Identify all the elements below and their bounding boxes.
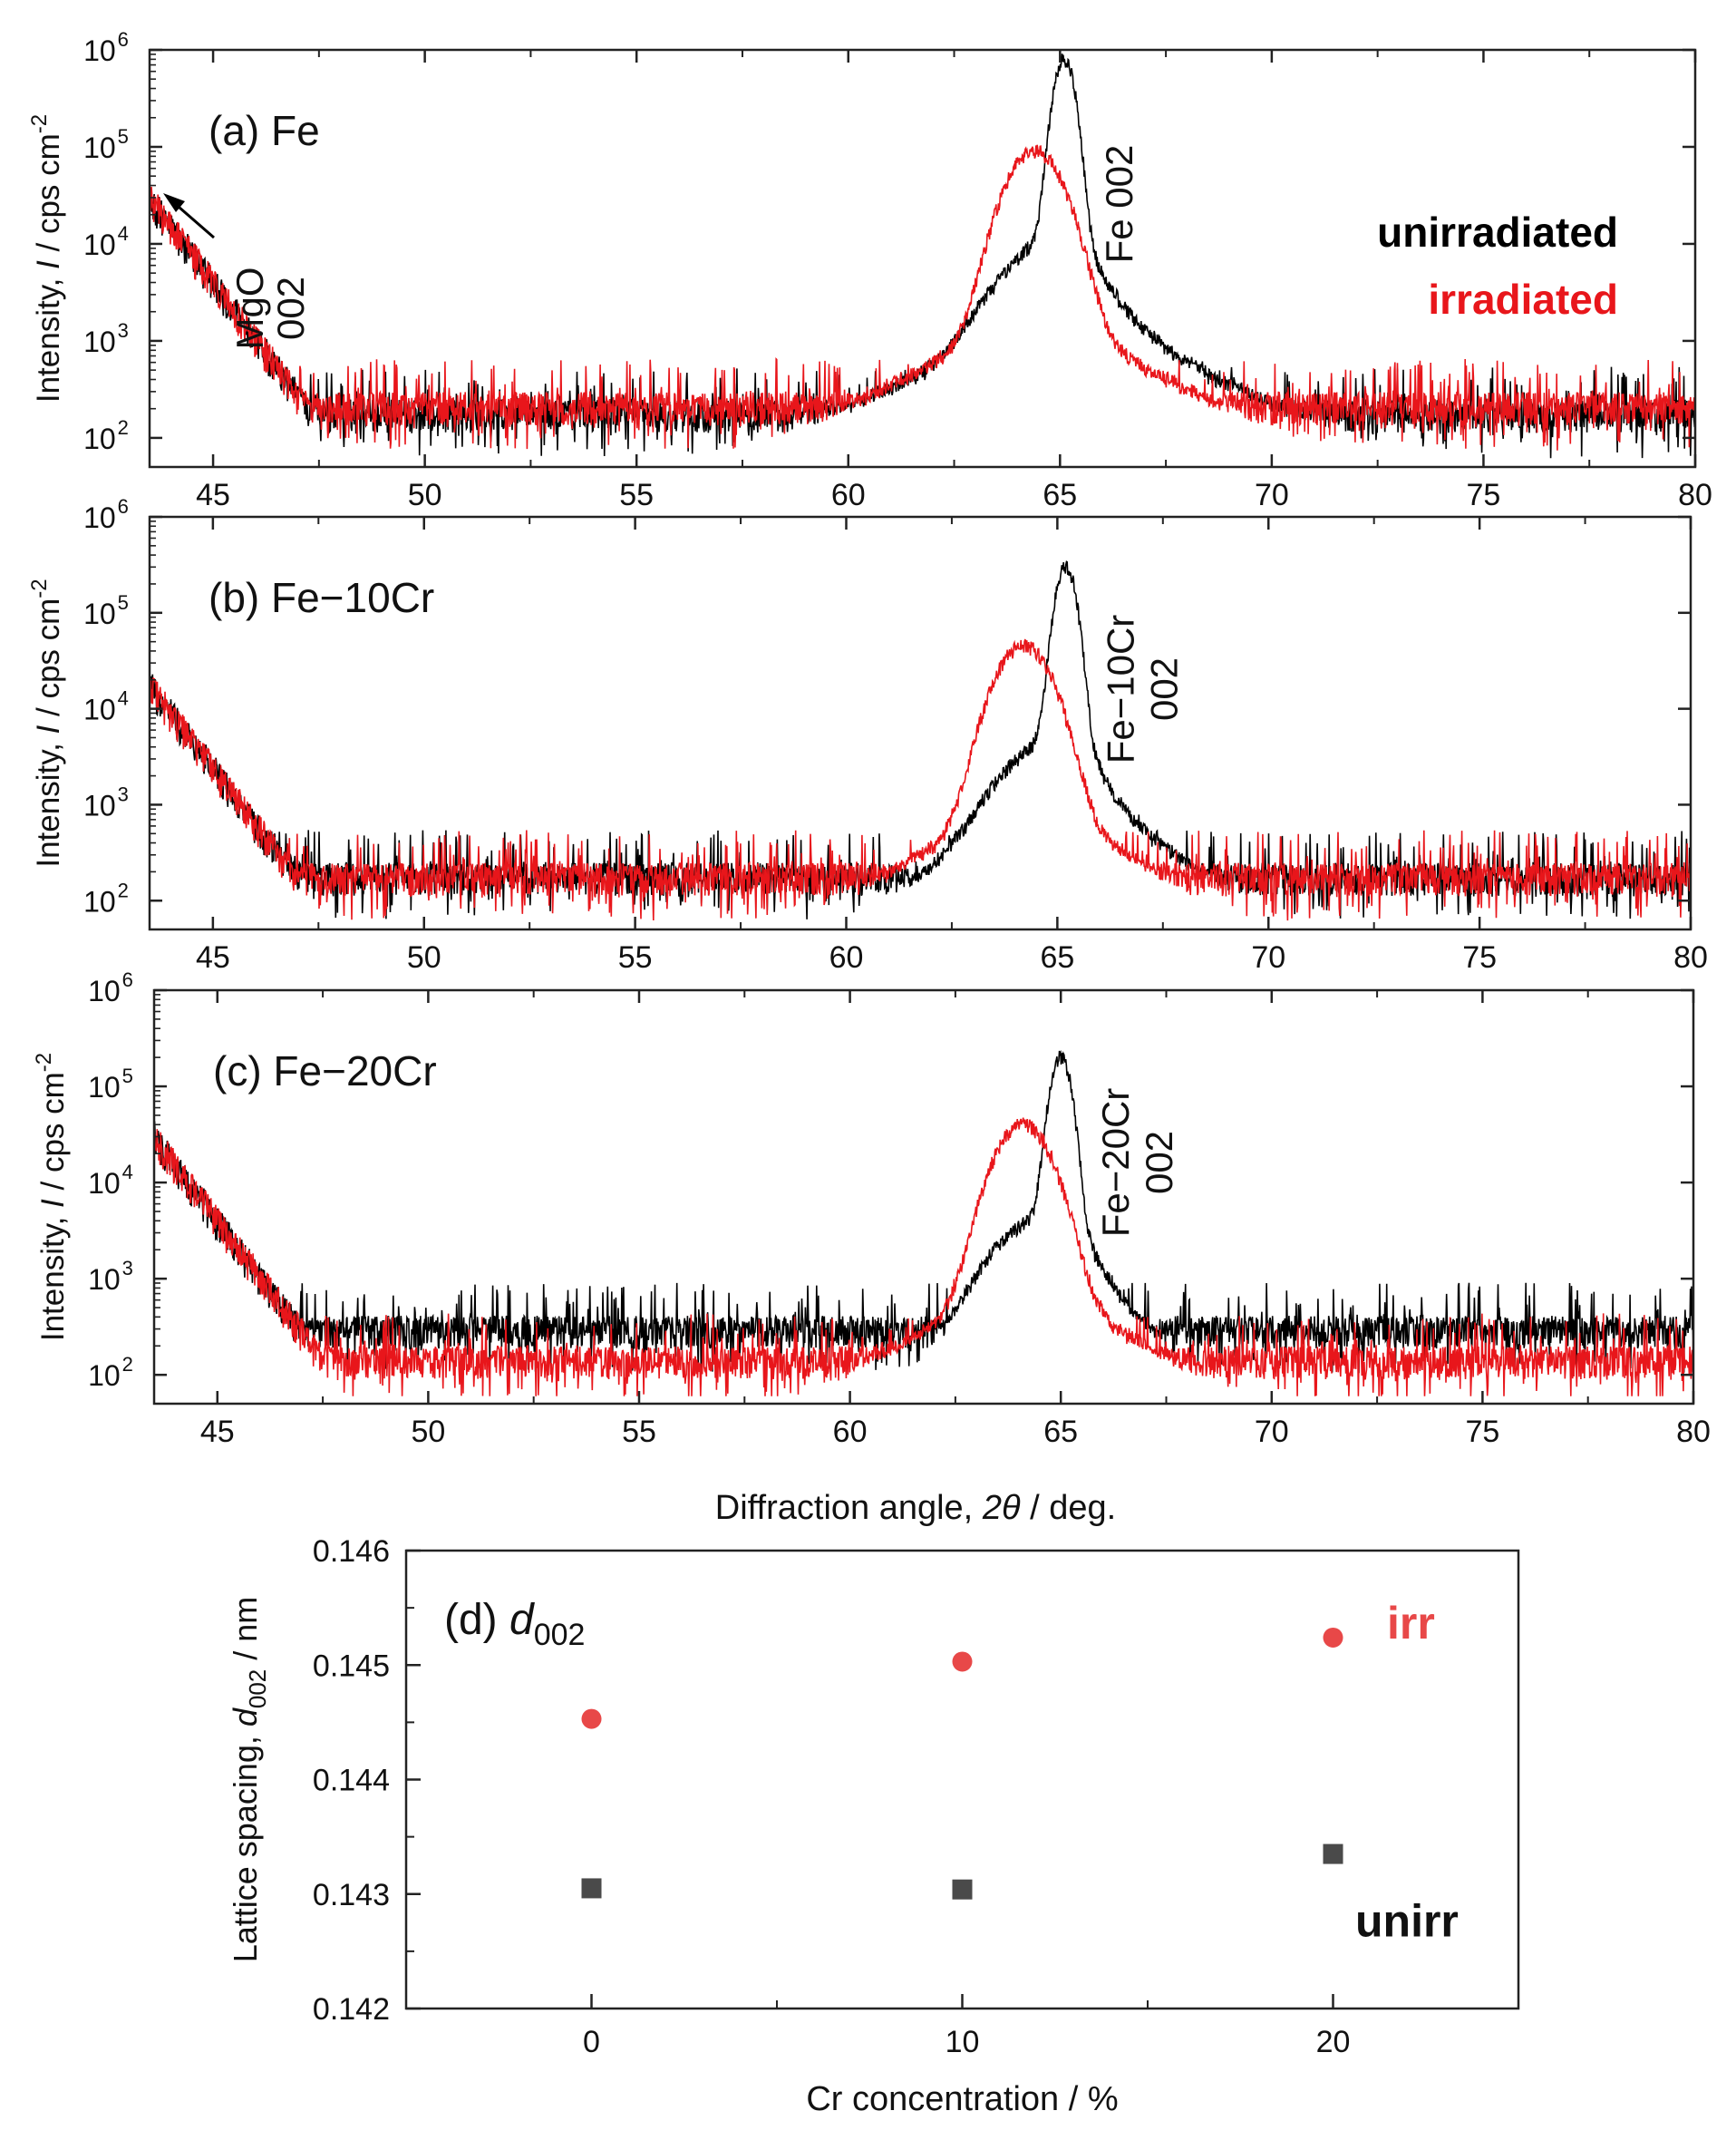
- x-tick-label-c-50: 50: [411, 1415, 445, 1449]
- peak-label-c-line2: 002: [1138, 1131, 1180, 1194]
- y-tick-label-d-0.146: 0.146: [313, 1534, 390, 1569]
- y-tick-label-c-5: 105: [88, 1065, 133, 1104]
- x-tick-label-a-70: 70: [1255, 478, 1289, 512]
- y-tick-label-d-0.144: 0.144: [313, 1764, 390, 1798]
- series-label-unirr: unirr: [1355, 1895, 1459, 1946]
- point-irr-10: [952, 1651, 973, 1672]
- x-tick-label-c-55: 55: [622, 1415, 656, 1449]
- x-tick-label-c-80: 80: [1676, 1415, 1711, 1449]
- point-irr-0: [581, 1708, 602, 1729]
- y-tick-label-b-6: 106: [83, 495, 129, 534]
- x-tick-label-b-45: 45: [196, 940, 230, 975]
- x-axis-label-d: Cr concentration / %: [806, 2080, 1118, 2118]
- y-tick-label-b-4: 104: [83, 687, 129, 726]
- mgo-label-line1: MgO: [228, 267, 271, 349]
- x-tick-label-a-75: 75: [1467, 478, 1501, 512]
- mgo-label-line2: 002: [269, 277, 312, 340]
- lattice-spacing-panel: 0 10 20 0.142 0.143 0.144 0.145 0.146 Cr concent…: [227, 1534, 1520, 2118]
- y-tick-label-a-5: 105: [83, 125, 129, 164]
- x-tick-label-b-65: 65: [1040, 940, 1074, 975]
- point-unirr-0: [581, 1878, 602, 1899]
- x-tick-label-c-70: 70: [1255, 1415, 1289, 1449]
- peak-label-b-line1: Fe−10Cr: [1100, 615, 1142, 764]
- xrd-panels: 45 50 55 60 65 70 75 80 102 103 104 105 106 Intensity…: [27, 28, 1712, 1449]
- traces-c: [154, 1049, 1693, 1396]
- y-tick-label-c-3: 103: [88, 1257, 133, 1296]
- series-irradiated-a: [150, 144, 1695, 451]
- series-label-irr: irr: [1387, 1598, 1435, 1649]
- x-tick-label-b-80: 80: [1673, 940, 1708, 975]
- y-tick-label-d-0.145: 0.145: [313, 1649, 390, 1683]
- y-tick-label-a-4: 104: [83, 222, 129, 261]
- y-tick-label-a-6: 106: [83, 28, 129, 67]
- y-tick-label-c-6: 106: [88, 968, 133, 1007]
- x-tick-label-d-0: 0: [583, 2025, 600, 2059]
- series-irradiated-b: [150, 638, 1691, 921]
- x-tick-label-b-60: 60: [829, 940, 864, 975]
- y-axis-label-c: Intensity, I / cps cm-2: [32, 1053, 71, 1341]
- mgo-arrow-head: [163, 193, 185, 212]
- panel-title-b: (b) Fe−10Cr: [209, 574, 434, 621]
- y-tick-label-d-0.142: 0.142: [313, 1992, 390, 2027]
- x-tick-label-d-10: 10: [946, 2025, 980, 2059]
- y-tick-label-a-3: 103: [83, 319, 129, 358]
- x-tick-label-a-65: 65: [1043, 478, 1077, 512]
- peak-label-a-line1: Fe 002: [1098, 145, 1140, 264]
- y-tick-label-c-4: 104: [88, 1161, 133, 1200]
- y-axis-label-b: Intensity, I / cps cm-2: [27, 579, 66, 867]
- panel-a: 45 50 55 60 65 70 75 80 102 103 104 105 106 Intensity…: [27, 28, 1712, 512]
- x-tick-label-b-55: 55: [618, 940, 653, 975]
- y-tick-label-c-2: 102: [88, 1353, 133, 1392]
- traces-a: [150, 54, 1695, 459]
- x-tick-label-a-80: 80: [1678, 478, 1712, 512]
- peak-label-c-line1: Fe−20Cr: [1094, 1088, 1137, 1238]
- y-tick-label-b-2: 102: [83, 879, 129, 918]
- y-tick-label-b-3: 103: [83, 783, 129, 822]
- y-tick-label-d-0.143: 0.143: [313, 1878, 390, 1912]
- panel-c: 45 50 55 60 65 70 75 80 102 103 104 105 106 Intensity…: [32, 968, 1711, 1449]
- x-tick-label-b-70: 70: [1251, 940, 1285, 975]
- panel-b: 45 50 55 60 65 70 75 80 102 103 104 105 106 Intensity…: [27, 495, 1708, 975]
- x-tick-label-c-75: 75: [1465, 1415, 1499, 1449]
- y-axis-label-d: Lattice spacing, d002 / nm: [227, 1597, 271, 1963]
- point-unirr-20: [1323, 1843, 1343, 1864]
- x-tick-label-a-60: 60: [831, 478, 866, 512]
- x-tick-label-b-50: 50: [407, 940, 441, 975]
- panel-title-c: (c) Fe−20Cr: [213, 1047, 437, 1094]
- traces-b: [150, 560, 1691, 921]
- point-irr-20: [1323, 1627, 1343, 1648]
- legend-unirradiated: unirradiated: [1377, 209, 1618, 256]
- series-irradiated-c: [154, 1117, 1693, 1396]
- x-tick-label-a-50: 50: [408, 478, 442, 512]
- x-tick-label-c-65: 65: [1043, 1415, 1078, 1449]
- y-axis-label-a: Intensity, I / cps cm-2: [27, 114, 66, 403]
- peak-label-b-line2: 002: [1143, 657, 1186, 721]
- y-tick-label-a-2: 102: [83, 416, 129, 455]
- x-tick-label-c-45: 45: [200, 1415, 235, 1449]
- panel-title-a: (a) Fe: [209, 107, 320, 154]
- x-tick-label-a-45: 45: [196, 478, 230, 512]
- point-unirr-10: [952, 1879, 973, 1900]
- legend-irradiated: irradiated: [1428, 276, 1618, 323]
- x-tick-label-c-60: 60: [833, 1415, 868, 1449]
- x-tick-label-b-75: 75: [1462, 940, 1497, 975]
- xrd-x-axis-label: Diffraction angle, 2θ / deg.: [715, 1489, 1116, 1527]
- x-tick-label-d-20: 20: [1316, 2025, 1351, 2059]
- x-tick-label-a-55: 55: [619, 478, 654, 512]
- panel-title-d: (d) d002: [444, 1596, 585, 1652]
- y-tick-label-b-5: 105: [83, 591, 129, 630]
